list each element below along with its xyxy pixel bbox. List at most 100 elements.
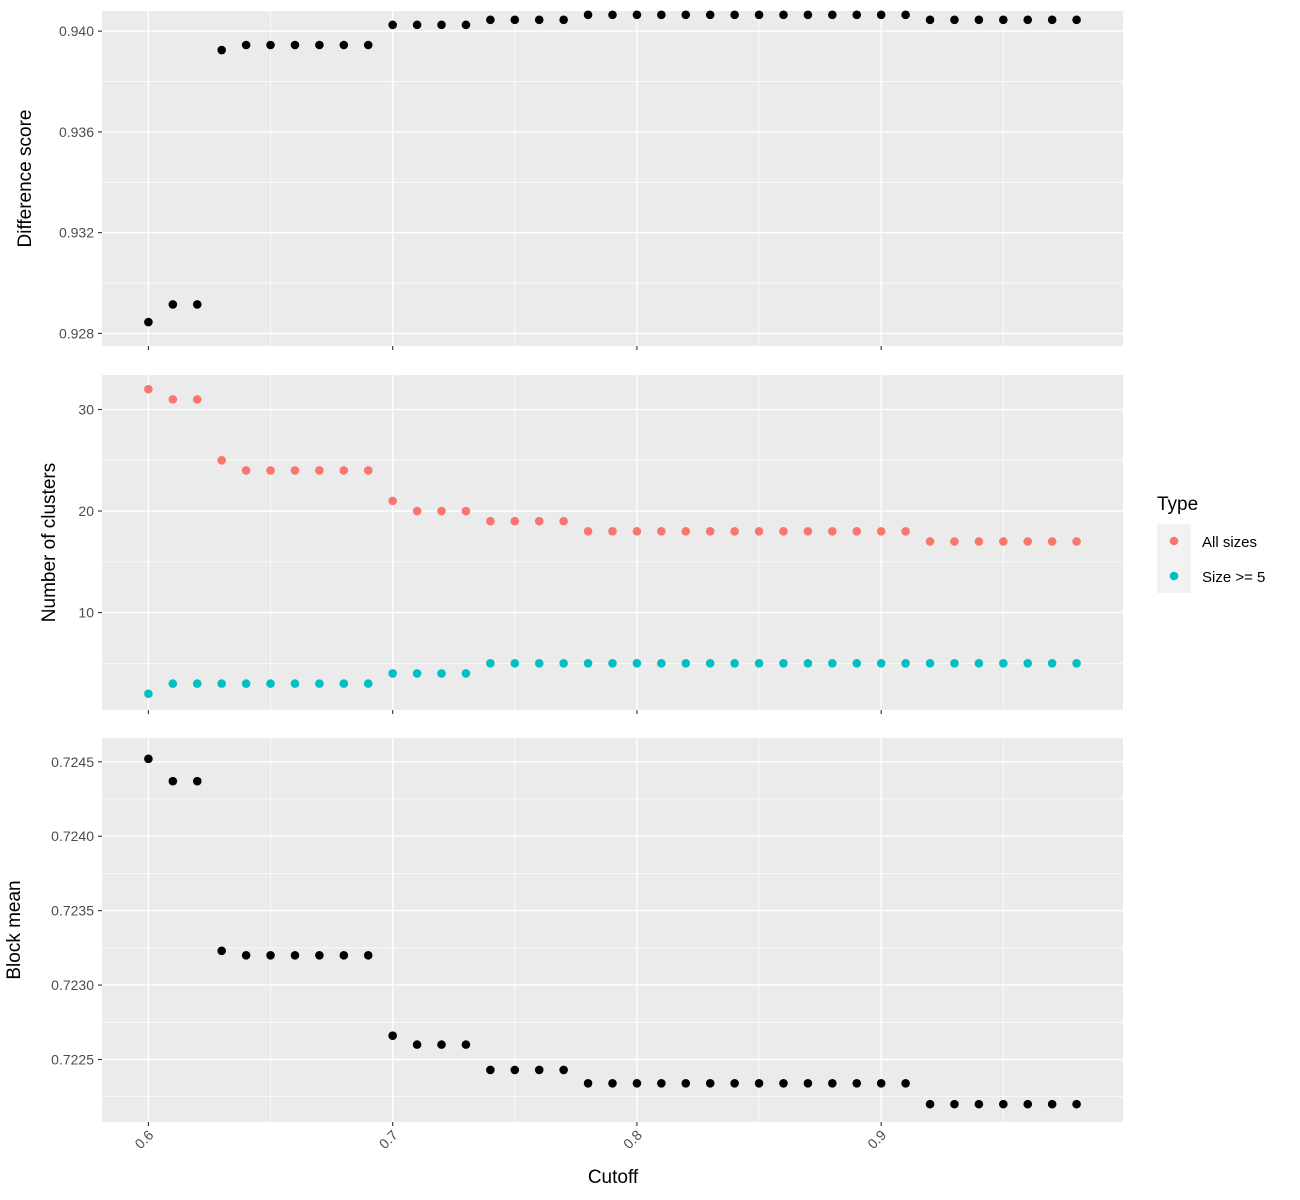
data-point [779, 10, 788, 20]
legend-label: Size >= 5 [1202, 569, 1265, 586]
data-point [1023, 15, 1033, 25]
data-point [315, 951, 324, 960]
data-point [168, 395, 178, 404]
data-point [1047, 15, 1057, 25]
data-point [144, 689, 153, 699]
data-point [779, 527, 788, 536]
data-point [534, 1065, 544, 1075]
data-point [1047, 659, 1057, 668]
y-tick-label: 0.932 [59, 225, 94, 241]
data-point [974, 537, 984, 546]
panel-3: 0.7225 0.7230 0.7235 0.7240 0.7245 Block mean [4, 738, 1123, 1126]
panel-2: 10 20 30 Number of clusters [39, 375, 1123, 714]
y-tick-label: 0.7240 [51, 828, 94, 844]
data-point [290, 40, 300, 50]
data-point [363, 679, 373, 688]
data-point [168, 300, 178, 309]
series-1 [144, 10, 1081, 327]
data-point [999, 537, 1008, 546]
data-point [1047, 537, 1057, 546]
data-point [779, 1079, 788, 1088]
data-point [315, 40, 324, 50]
data-point [1072, 537, 1081, 546]
data-point [657, 527, 666, 536]
data-point [241, 679, 251, 688]
y-tick-label: 10 [78, 605, 94, 621]
data-point [559, 516, 568, 526]
data-point [241, 951, 251, 960]
data-point [632, 10, 642, 20]
data-point [876, 659, 886, 668]
data-point [1047, 1099, 1057, 1109]
data-point [754, 1079, 764, 1088]
data-point [486, 516, 495, 526]
series-1 [144, 754, 1081, 1109]
y-axis-title: Block mean [4, 880, 25, 979]
data-point [363, 951, 373, 960]
data-point [486, 15, 495, 25]
legend-key-background [1157, 524, 1191, 593]
data-point [168, 679, 178, 688]
data-point [608, 1079, 617, 1088]
data-point [412, 669, 422, 678]
y-tick-label: 0.7235 [51, 903, 94, 919]
data-point [608, 527, 617, 536]
data-point [632, 527, 642, 536]
data-point [999, 15, 1008, 25]
data-point [657, 1079, 666, 1088]
data-point [999, 659, 1008, 668]
x-tick-label: 0.8 [620, 1127, 645, 1152]
data-point [1023, 659, 1033, 668]
data-point [144, 384, 153, 394]
data-point [510, 516, 520, 526]
x-axis: 0.6 0.7 0.8 0.9 [131, 1127, 889, 1152]
data-point [901, 1079, 910, 1088]
data-point [217, 946, 226, 956]
data-point [632, 1079, 642, 1088]
data-point [192, 300, 202, 309]
data-point [412, 20, 422, 30]
data-point [852, 527, 862, 536]
data-point [583, 1079, 593, 1088]
data-point [363, 40, 373, 50]
data-point [388, 20, 397, 30]
y-tick-label: 0.936 [59, 124, 94, 140]
data-point [730, 659, 739, 668]
data-point [388, 496, 397, 506]
data-point [876, 1079, 886, 1088]
data-point [241, 466, 251, 475]
data-point [437, 1040, 446, 1049]
data-point [705, 1079, 715, 1088]
data-point [144, 754, 153, 764]
legend-key [1169, 571, 1179, 581]
series-2 [144, 659, 1081, 699]
data-point [657, 10, 666, 20]
data-point [461, 1040, 471, 1049]
data-point [730, 10, 739, 20]
data-point [803, 659, 813, 668]
data-point [681, 1079, 691, 1088]
data-point [901, 659, 910, 668]
y-tick-label: 0.7225 [51, 1051, 94, 1067]
data-point [168, 776, 178, 786]
data-point [363, 466, 373, 475]
data-point [657, 659, 666, 668]
panel-1: 0.928 0.932 0.936 0.940 Difference score [15, 10, 1123, 350]
data-point [608, 659, 617, 668]
data-point [632, 659, 642, 668]
data-point [705, 659, 715, 668]
data-point [315, 679, 324, 688]
data-point [828, 527, 837, 536]
data-point [315, 466, 324, 475]
data-point [437, 20, 446, 30]
data-point [290, 951, 300, 960]
data-point [1023, 537, 1033, 546]
data-point [192, 776, 202, 786]
y-tick-label: 20 [78, 503, 94, 519]
data-point [388, 1031, 397, 1040]
data-point [339, 466, 349, 475]
data-point [852, 10, 862, 20]
data-point [486, 1065, 495, 1075]
data-point [388, 669, 397, 678]
data-point [803, 10, 813, 20]
